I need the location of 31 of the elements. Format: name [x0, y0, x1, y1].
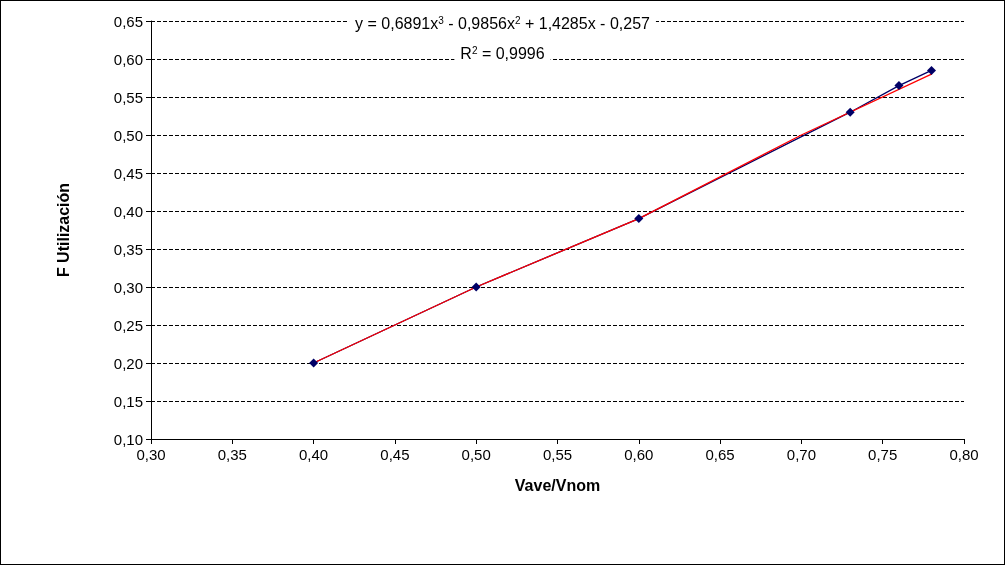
- x-tick-label: 0,55: [542, 446, 573, 463]
- point: [926, 65, 936, 75]
- y-tick-label: 0,25: [113, 316, 143, 334]
- x-tick-label: 0,30: [136, 446, 166, 463]
- y-tick-label: 0,55: [113, 88, 143, 106]
- point: [309, 358, 319, 368]
- y-tick-label: 0,65: [113, 12, 143, 30]
- y-tick-label: 0,10: [113, 430, 143, 448]
- y-tick-label: 0,50: [113, 126, 143, 144]
- x-tick-label: 0,35: [217, 446, 247, 463]
- y-tick-label: 0,30: [113, 278, 143, 296]
- x-tick-label: 0,75: [868, 446, 898, 463]
- x-tick-label: 0,50: [461, 446, 491, 463]
- y-tick-label: 0,35: [113, 240, 143, 258]
- y-tick-label: 0,60: [113, 50, 143, 68]
- x-tick-label: 0,65: [705, 446, 735, 463]
- y-tick-label: 0,45: [113, 164, 143, 182]
- x-axis-title: Vave/Vnom: [514, 476, 601, 494]
- y-tick-label: 0,20: [113, 354, 143, 372]
- point: [894, 81, 904, 91]
- y-axis-title: F Utilización: [54, 182, 72, 278]
- x-tick-label: 0,45: [380, 446, 410, 463]
- y-tick-label: 0,40: [113, 202, 143, 220]
- x-tick-label: 0,40: [299, 446, 329, 463]
- point: [634, 214, 644, 224]
- x-tick-label: 0,80: [949, 446, 979, 463]
- y-tick-label: 0,15: [113, 392, 143, 410]
- x-tick-label: 0,60: [624, 446, 654, 463]
- x-tick-label: 0,70: [786, 446, 816, 463]
- point: [845, 107, 855, 117]
- point: [471, 282, 481, 292]
